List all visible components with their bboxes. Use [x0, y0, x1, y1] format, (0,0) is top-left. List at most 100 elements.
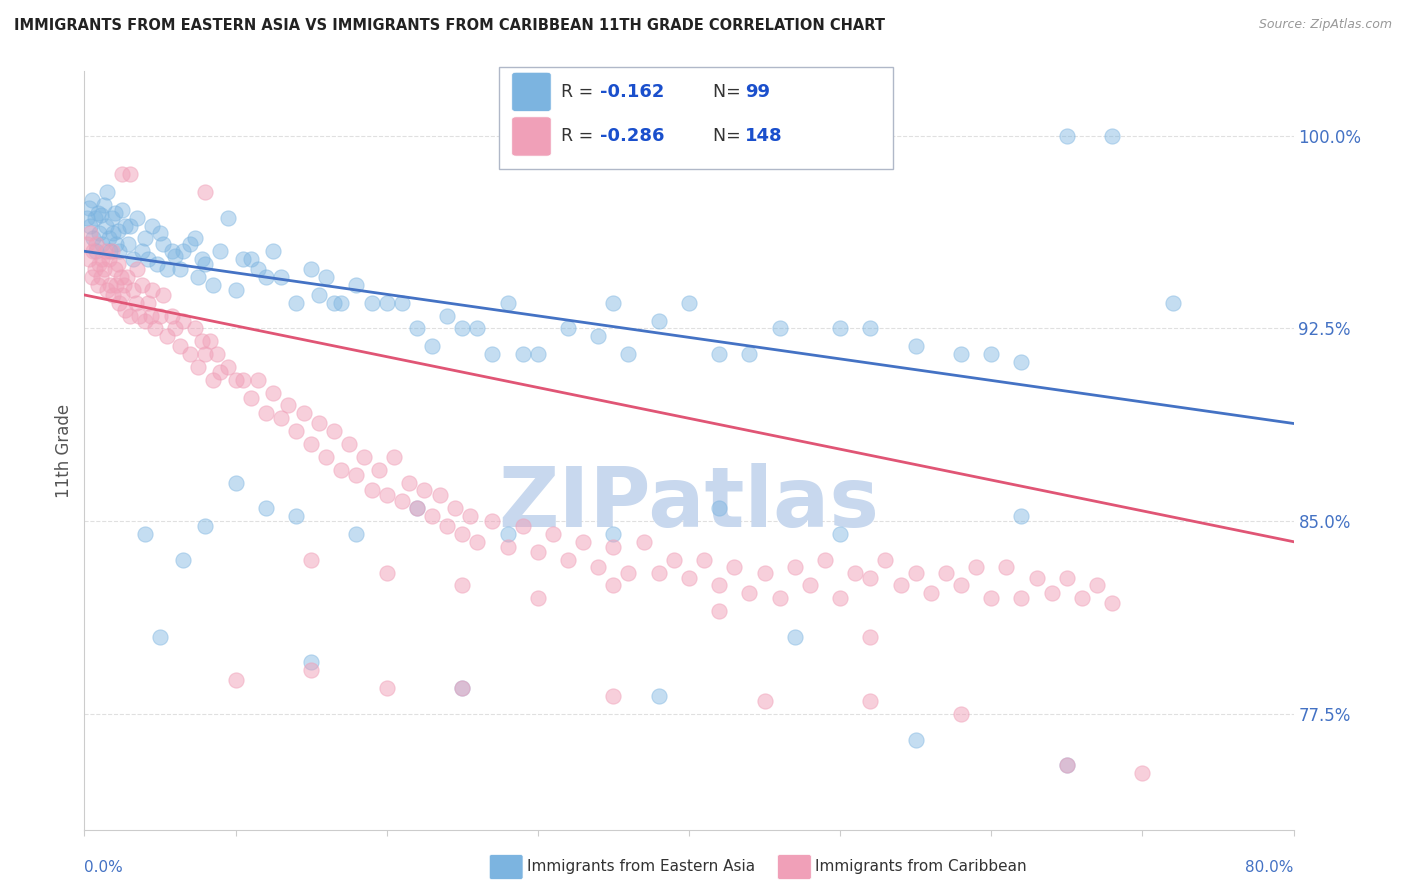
Point [125, 295, 148, 310]
Point [90, 208, 112, 222]
Point [90, 270, 112, 285]
Point [277, 399, 299, 413]
Point [346, 467, 368, 482]
Point [693, 552, 716, 566]
Point [467, 321, 489, 335]
Point [115, 270, 138, 285]
Point [80, 270, 103, 285]
Point [104, 205, 127, 219]
Point [179, 236, 201, 251]
Point [191, 252, 214, 266]
Point [169, 339, 191, 353]
Point [904, 732, 927, 747]
Text: -0.286: -0.286 [600, 128, 665, 145]
Point [299, 262, 322, 277]
Point [322, 424, 344, 438]
Point [950, 578, 973, 592]
Point [602, 689, 624, 703]
Point [207, 347, 229, 361]
Point [1056, 128, 1078, 143]
Point [995, 560, 1018, 574]
Point [111, 203, 134, 218]
Point [859, 630, 882, 644]
Point [91, 236, 114, 251]
Point [496, 540, 519, 554]
Point [398, 475, 420, 490]
Point [100, 211, 122, 225]
Point [602, 540, 624, 554]
Point [709, 347, 731, 361]
Point [86, 236, 108, 251]
Point [239, 391, 262, 405]
Point [194, 347, 217, 361]
Point [648, 689, 671, 703]
Point [107, 224, 129, 238]
Point [859, 571, 882, 585]
Point [299, 656, 322, 670]
Point [557, 552, 579, 566]
Text: 80.0%: 80.0% [1246, 861, 1294, 875]
Text: -0.162: -0.162 [600, 83, 665, 101]
Point [134, 231, 156, 245]
Point [337, 437, 360, 451]
Point [172, 244, 194, 259]
Point [91, 252, 114, 266]
Point [108, 244, 131, 259]
Point [496, 527, 519, 541]
Point [429, 488, 451, 502]
Point [1085, 578, 1108, 592]
Point [315, 450, 337, 464]
Point [588, 329, 610, 343]
Point [152, 288, 174, 302]
Point [723, 560, 745, 574]
Point [299, 552, 322, 566]
Point [308, 288, 330, 302]
Point [179, 347, 201, 361]
Point [114, 219, 136, 233]
Text: Immigrants from Caribbean: Immigrants from Caribbean [815, 859, 1028, 873]
Point [541, 527, 564, 541]
Point [375, 566, 398, 580]
Point [160, 244, 183, 259]
Point [79, 219, 101, 233]
Point [201, 373, 224, 387]
Point [84, 262, 107, 277]
Point [481, 514, 503, 528]
Point [172, 552, 194, 566]
Point [94, 244, 117, 259]
Point [169, 262, 191, 277]
Point [93, 262, 115, 277]
Point [165, 321, 187, 335]
Point [209, 244, 232, 259]
Point [920, 586, 942, 600]
Point [512, 519, 534, 533]
Point [156, 262, 179, 277]
Point [121, 283, 143, 297]
Point [134, 527, 156, 541]
Point [285, 295, 308, 310]
Point [131, 277, 153, 292]
Point [93, 198, 115, 212]
Point [152, 236, 174, 251]
Point [194, 185, 217, 199]
Point [436, 309, 458, 323]
Point [165, 249, 187, 263]
Point [738, 347, 761, 361]
Point [527, 545, 550, 559]
Text: R =: R = [561, 83, 599, 101]
Point [104, 262, 127, 277]
Point [678, 295, 700, 310]
Point [239, 252, 262, 266]
Point [94, 219, 117, 233]
Point [738, 586, 761, 600]
Point [183, 231, 205, 245]
Point [160, 309, 183, 323]
Point [1025, 571, 1047, 585]
Point [368, 463, 391, 477]
Point [1101, 596, 1123, 610]
Point [77, 201, 100, 215]
Point [225, 283, 247, 297]
Point [209, 365, 232, 379]
Text: IMMIGRANTS FROM EASTERN ASIA VS IMMIGRANTS FROM CARIBBEAN 11TH GRADE CORRELATION: IMMIGRANTS FROM EASTERN ASIA VS IMMIGRAN… [14, 18, 884, 33]
Point [406, 501, 429, 516]
